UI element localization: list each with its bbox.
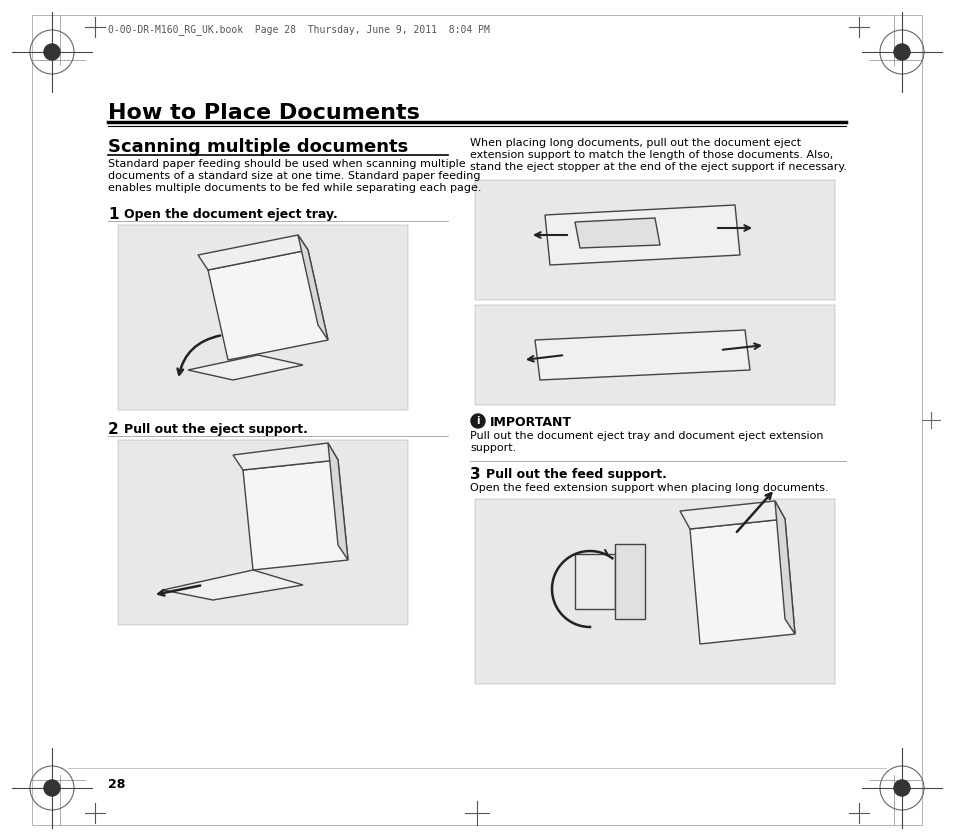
Circle shape (893, 780, 909, 796)
Polygon shape (679, 501, 784, 529)
Bar (475, 180, 834, 300)
Polygon shape (575, 554, 615, 609)
Polygon shape (328, 443, 348, 560)
Text: When placing long documents, pull out the document eject: When placing long documents, pull out th… (470, 138, 801, 148)
Text: 28: 28 (108, 778, 125, 791)
Polygon shape (297, 235, 328, 340)
Circle shape (471, 414, 484, 428)
Text: Pull out the feed support.: Pull out the feed support. (485, 468, 666, 481)
Polygon shape (233, 443, 337, 470)
Polygon shape (615, 544, 644, 619)
Text: Pull out the document eject tray and document eject extension: Pull out the document eject tray and doc… (470, 431, 822, 441)
Text: extension support to match the length of those documents. Also,: extension support to match the length of… (470, 150, 832, 160)
Text: support.: support. (470, 443, 516, 453)
Polygon shape (689, 519, 794, 644)
Polygon shape (774, 501, 794, 634)
Polygon shape (198, 235, 308, 270)
Text: Open the document eject tray.: Open the document eject tray. (124, 208, 337, 221)
Bar (118, 225, 408, 410)
Bar (118, 440, 408, 625)
Circle shape (44, 780, 60, 796)
Circle shape (893, 44, 909, 60)
Text: 1: 1 (108, 207, 118, 222)
Bar (475, 499, 834, 684)
Text: IMPORTANT: IMPORTANT (490, 416, 572, 429)
Polygon shape (243, 460, 348, 570)
Text: 3: 3 (470, 467, 480, 482)
Text: stand the eject stopper at the end of the eject support if necessary.: stand the eject stopper at the end of th… (470, 162, 846, 172)
Text: 0-00-DR-M160_RG_UK.book  Page 28  Thursday, June 9, 2011  8:04 PM: 0-00-DR-M160_RG_UK.book Page 28 Thursday… (108, 24, 489, 35)
Text: Scanning multiple documents: Scanning multiple documents (108, 138, 408, 156)
Circle shape (44, 44, 60, 60)
Text: Pull out the eject support.: Pull out the eject support. (124, 423, 308, 436)
Polygon shape (575, 218, 659, 248)
Text: enables multiple documents to be fed while separating each page.: enables multiple documents to be fed whi… (108, 183, 481, 193)
Polygon shape (208, 250, 328, 360)
Text: How to Place Documents: How to Place Documents (108, 103, 419, 123)
Text: Open the feed extension support when placing long documents.: Open the feed extension support when pla… (470, 483, 828, 493)
Text: 2: 2 (108, 422, 118, 437)
Text: i: i (476, 416, 479, 426)
Polygon shape (163, 570, 303, 600)
Polygon shape (535, 330, 749, 380)
Polygon shape (544, 205, 740, 265)
Polygon shape (188, 355, 303, 380)
Text: documents of a standard size at one time. Standard paper feeding: documents of a standard size at one time… (108, 171, 480, 181)
Bar (475, 305, 834, 405)
Text: Standard paper feeding should be used when scanning multiple: Standard paper feeding should be used wh… (108, 159, 465, 169)
